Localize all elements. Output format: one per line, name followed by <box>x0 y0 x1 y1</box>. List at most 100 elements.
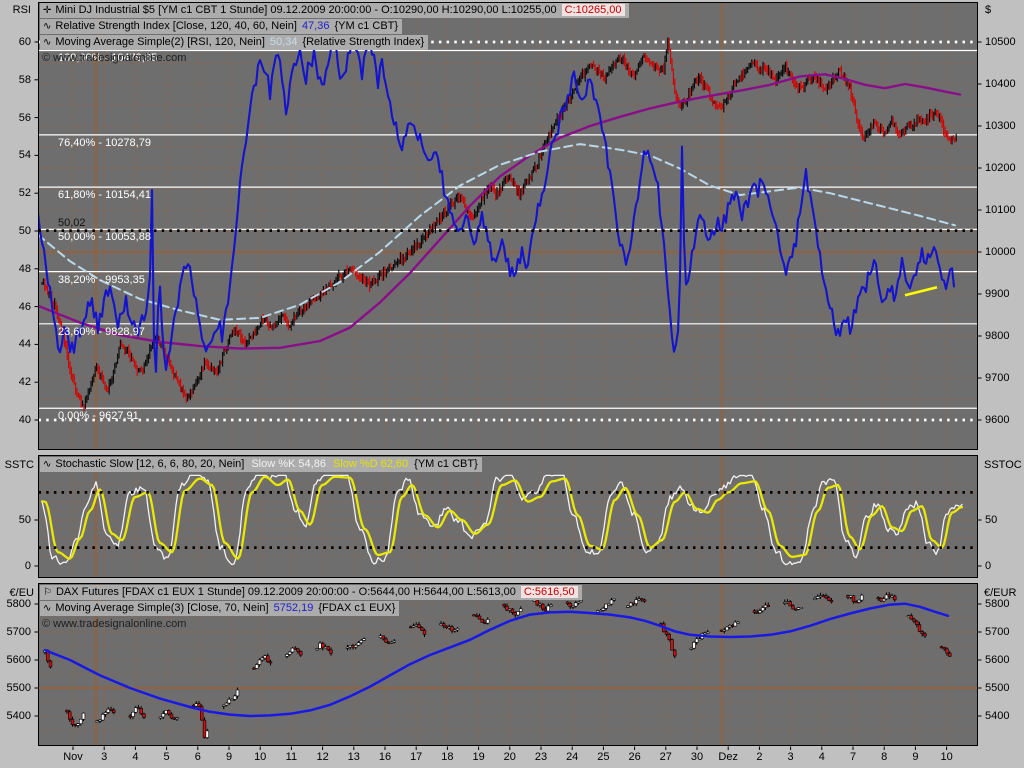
time-axis-label: 13 <box>347 751 360 763</box>
price-axis-tick[interactable]: 9800 <box>985 330 1010 342</box>
time-axis-label: 7 <box>849 751 857 763</box>
time-axis-label: 8 <box>881 751 888 763</box>
sstc-header: ∿ Stochastic Slow [12, 6, 6, 80, 20, Nein… <box>40 457 482 473</box>
time-axis-label: 6 <box>194 751 201 763</box>
time-axis-label: 2 <box>756 751 763 763</box>
time-axis-label: 9 <box>912 751 919 763</box>
series-flag-icon: ⚐ <box>43 587 52 598</box>
stochastic-indicator-row[interactable]: ∿ Stochastic Slow [12, 6, 6, 80, 20, Nein… <box>40 457 482 472</box>
time-axis-label: 30 <box>690 751 704 763</box>
stoch-d-value: Slow %D 62,60 <box>332 458 409 470</box>
rsi-axis-tick[interactable]: 42 <box>18 376 31 389</box>
fdax-ma-indicator-row[interactable]: ∿ Moving Average Simple(3) [Close, 70, Ne… <box>40 601 400 616</box>
fib-level-label: 38,20% - 9953,35 <box>58 273 145 286</box>
fdax-header: ⚐ DAX Futures [FDAX c1 EUX 1 Stunde] 09.1… <box>40 585 582 617</box>
rsi-axis-tick[interactable]: 48 <box>18 262 31 275</box>
time-axis-label: Dez <box>718 751 738 763</box>
time-axis-label: 26 <box>628 751 641 763</box>
dax-axis-tick[interactable]: 5500 <box>6 682 31 694</box>
indicator-wave-icon: ∿ <box>43 21 52 32</box>
fib-level-label: 100,00% - 10479,85 <box>58 52 158 65</box>
dax-axis-tick[interactable]: 5600 <box>6 654 31 666</box>
dax-axis-tick[interactable]: 5800 <box>985 598 1010 610</box>
ym-header: ✛ Mini DJ Industrial $5 [YM c1 CBT 1 Stun… <box>40 3 629 51</box>
rsi-context: {YM c1 CBT} <box>334 20 399 32</box>
fdax-title-row[interactable]: ⚐ DAX Futures [FDAX c1 EUX 1 Stunde] 09.1… <box>40 585 582 600</box>
time-axis-label: 24 <box>566 751 579 763</box>
rsi-axis-tick[interactable]: 46 <box>18 300 31 313</box>
stoch-context: {YM c1 CBT} <box>414 458 478 470</box>
rsi-indicator-row[interactable]: ∿ Relative Strength Index [Close, 120, 40… <box>40 19 403 34</box>
price-axis-tick[interactable]: 9900 <box>985 288 1010 300</box>
stoch-axis-tick[interactable]: 50 <box>18 514 31 526</box>
rsi-ma-label: Moving Average Simple(2) [RSI, 120, Nein… <box>55 36 265 48</box>
rsi-axis-tick[interactable]: 44 <box>18 338 31 351</box>
price-axis-tick[interactable]: 9700 <box>985 372 1010 384</box>
fdax-ma-value: 5752,19 <box>273 602 314 614</box>
stochastic-label: Stochastic Slow [12, 6, 6, 80, 20, Nein] <box>55 458 245 470</box>
dax-axis-tick[interactable]: 5400 <box>985 710 1010 722</box>
price-axis-tick[interactable]: 10300 <box>985 120 1016 132</box>
time-axis-label: 11 <box>285 751 298 763</box>
time-axis-label: 3 <box>101 751 108 763</box>
fib-level-label: 61,80% - 10154,41 <box>58 189 151 202</box>
ym-right-axis-unit: $ <box>985 4 992 16</box>
time-axis-label: 20 <box>503 751 516 763</box>
indicator-wave-icon: ∿ <box>43 459 52 470</box>
ym-plot-area[interactable] <box>38 2 978 450</box>
ym-title-row[interactable]: ✛ Mini DJ Industrial $5 [YM c1 CBT 1 Stun… <box>40 3 629 18</box>
time-axis-label: 25 <box>597 751 610 763</box>
fdax-close-value: C:5616,50 <box>520 586 578 598</box>
stoch-axis-tick[interactable]: 0 <box>985 560 992 572</box>
rsi-axis-tick[interactable]: 52 <box>18 187 31 200</box>
rsi-ma-value: 50,34 <box>269 36 298 48</box>
price-axis-tick[interactable]: 10500 <box>985 36 1016 48</box>
rsi-ma-indicator-row[interactable]: ∿ Moving Average Simple(2) [RSI, 120, Nei… <box>40 35 429 50</box>
copyright-watermark-bottom: © www.tradesignalonline.com <box>42 618 187 630</box>
time-axis-label: 4 <box>132 751 139 763</box>
hline-50-label: 50,02 <box>58 216 86 229</box>
time-axis-label: 16 <box>378 751 392 763</box>
time-axis-label: 5 <box>163 751 170 763</box>
ym-title: Mini DJ Industrial $5 [YM c1 CBT 1 Stund… <box>55 4 557 16</box>
dax-axis-tick[interactable]: 5600 <box>985 654 1010 666</box>
series-flag-icon: ✛ <box>43 5 52 16</box>
dax-axis-tick[interactable]: 5400 <box>6 710 31 722</box>
dax-axis-tick[interactable]: 5700 <box>6 626 31 638</box>
price-axis-tick[interactable]: 10400 <box>985 78 1016 90</box>
indicator-wave-icon: ∿ <box>43 37 52 48</box>
time-axis-label: 23 <box>534 751 548 763</box>
sstc-right-axis-unit: SSTOC <box>984 459 1022 471</box>
stoch-axis-tick[interactable]: 50 <box>985 514 998 526</box>
rsi-axis-tick[interactable]: 58 <box>18 73 31 86</box>
time-axis-label: 3 <box>787 751 794 763</box>
ym-left-axis-unit: RSI <box>12 4 31 16</box>
sstc-left-axis-unit: SSTC <box>4 459 34 471</box>
rsi-ma-context: {Relative Strength Index} <box>302 36 425 48</box>
fib-level-label: 23,60% - 9828,97 <box>58 325 145 338</box>
rsi-axis-tick[interactable]: 50 <box>18 225 31 237</box>
fdax-ma-context: {FDAX c1 EUX} <box>318 602 396 614</box>
dax-axis-tick[interactable]: 5800 <box>6 598 31 610</box>
stoch-axis-tick[interactable]: 0 <box>24 560 31 572</box>
dax-axis-tick[interactable]: 5500 <box>985 682 1010 694</box>
price-axis-tick[interactable]: 10000 <box>985 246 1016 258</box>
sstc-plot-area[interactable] <box>38 455 978 578</box>
time-axis-label: 9 <box>225 751 233 763</box>
fdax-title: DAX Futures [FDAX c1 EUX 1 Stunde] 09.12… <box>55 586 516 598</box>
price-axis-tick[interactable]: 10200 <box>985 162 1016 174</box>
rsi-value: 47,36 <box>301 20 330 32</box>
price-axis-tick[interactable]: 10100 <box>985 204 1016 216</box>
fib-level-label: 76,40% - 10278,79 <box>58 136 151 149</box>
rsi-axis-tick[interactable]: 40 <box>18 414 31 426</box>
rsi-axis-tick[interactable]: 56 <box>18 111 31 124</box>
fdax-ma-label: Moving Average Simple(3) [Close, 70, Nei… <box>55 602 269 614</box>
dax-axis-tick[interactable]: 5700 <box>985 626 1010 638</box>
time-axis-label: Nov <box>63 751 83 763</box>
stoch-k-value: Slow %K 54,86 <box>251 458 326 470</box>
rsi-axis-tick[interactable]: 60 <box>18 36 31 48</box>
price-axis-tick[interactable]: 9600 <box>985 414 1010 426</box>
rsi-axis-tick[interactable]: 54 <box>18 149 31 162</box>
